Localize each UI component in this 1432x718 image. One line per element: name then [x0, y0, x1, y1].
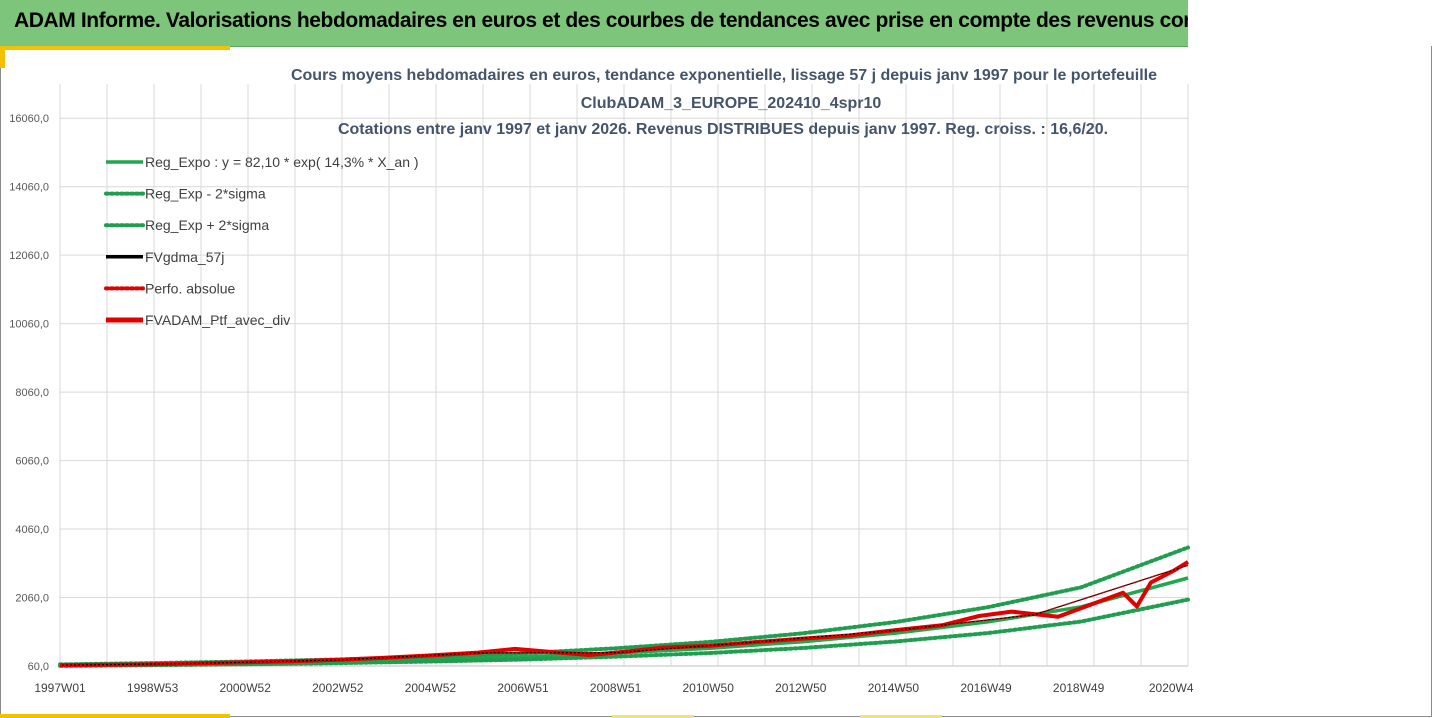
x-tick-label: 2006W51 [497, 681, 549, 695]
accent-bar-bottom-3 [860, 715, 942, 718]
chart-title-line: ClubADAM_3_EUROPE_202410_4spr10 [581, 95, 882, 112]
accent-bar-bottom-2 [612, 715, 694, 718]
x-tick-label: 2016W49 [960, 681, 1012, 695]
legend-label-ptf: FVADAM_Ptf_avec_div [145, 312, 290, 328]
grid [59, 84, 1189, 667]
series-lines [58, 545, 1190, 668]
accent-bar-left [0, 46, 5, 68]
y-tick-label: 60,0 [28, 661, 49, 673]
y-tick-label: 10060,0 [9, 319, 49, 331]
x-tick-label: 2010W50 [683, 681, 735, 695]
x-tick-label: 1997W01 [34, 681, 86, 695]
legend-label-perfo: Perfo. absolue [145, 280, 235, 296]
x-tick-label: 2014W50 [868, 681, 920, 695]
x-tick-label: 2012W50 [775, 681, 827, 695]
x-tick-label: 2004W52 [405, 681, 457, 695]
y-tick-label: 8060,0 [15, 387, 49, 399]
banner-title: ADAM Informe. Valorisations hebdomadaire… [14, 9, 1188, 32]
y-tick-label: 14060,0 [9, 182, 49, 194]
banner: ADAM Informe. Valorisations hebdomadaire… [0, 0, 1188, 47]
x-tick-label: 2020W4 [1149, 681, 1194, 695]
y-tick-label: 4060,0 [15, 524, 49, 536]
chart-title: Cours moyens hebdomadaires en euros, ten… [291, 67, 1157, 138]
legend: Reg_Expo : y = 82,10 * exp( 14,3% * X_an… [104, 154, 419, 328]
chart-title-line: Cours moyens hebdomadaires en euros, ten… [291, 67, 1157, 84]
y-tick-label: 12060,0 [9, 250, 49, 262]
series-line-perfo [59, 564, 1189, 667]
legend-label-reg_plus: Reg_Exp + 2*sigma [145, 217, 269, 233]
y-tick-label: 16060,0 [9, 113, 49, 125]
accent-bar-top [0, 46, 230, 50]
legend-label-reg_expo: Reg_Expo : y = 82,10 * exp( 14,3% * X_an… [145, 154, 419, 170]
legend-label-reg_minus: Reg_Exp - 2*sigma [145, 186, 266, 202]
x-tick-label: 2002W52 [312, 681, 364, 695]
y-axis-ticks: 16060,0 14060,0 12060,0 10060,0 8060,0 6060,0… [9, 113, 49, 673]
series-line-reg_minus [58, 597, 1190, 668]
x-tick-label: 2008W51 [590, 681, 642, 695]
x-axis-ticks: 1997W01 1998W53 2000W52 2002W52 2004W52 2006W… [34, 681, 1194, 695]
chart-title-line: Cotations entre janv 1997 et janv 2026. … [338, 121, 1108, 138]
x-tick-label: 2018W49 [1053, 681, 1105, 695]
x-tick-label: 1998W53 [127, 681, 179, 695]
accent-bar-bottom [0, 714, 230, 718]
y-tick-label: 2060,0 [15, 593, 49, 605]
x-tick-label: 2000W52 [220, 681, 272, 695]
y-tick-label: 6060,0 [15, 456, 49, 468]
legend-label-gdma: FVgdma_57j [145, 249, 224, 265]
